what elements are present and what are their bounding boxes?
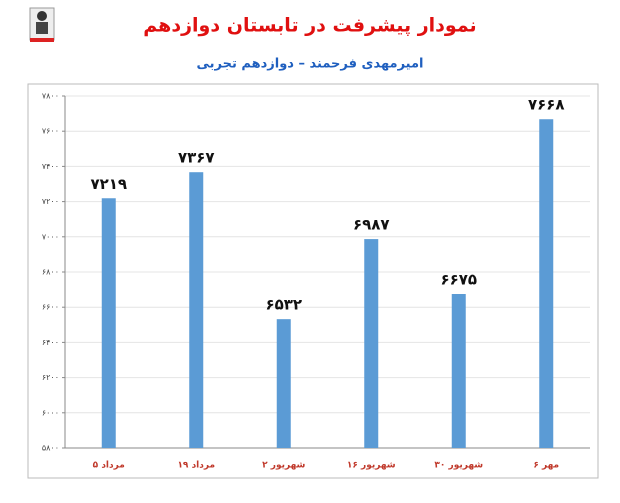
x-tick-label: ۲ شهریور <box>262 461 305 471</box>
y-tick-label: ۶۶۰۰ <box>42 303 59 312</box>
y-tick-label: ۶۴۰۰ <box>42 338 59 347</box>
y-tick-label: ۶۸۰۰ <box>42 268 59 277</box>
y-tick-label: ۷۸۰۰ <box>42 92 59 101</box>
x-tick-label: ۱۶ شهریور <box>347 461 396 471</box>
data-label: ۶۵۳۲ <box>265 296 302 314</box>
bar <box>364 239 379 448</box>
y-tick-label: ۷۰۰۰ <box>42 232 59 241</box>
logo <box>29 7 55 42</box>
x-tick-label: ۶ مهر <box>533 461 559 471</box>
bar <box>539 119 554 449</box>
x-tick-label: ۵ مرداد <box>93 461 125 471</box>
y-tick-label: ۷۴۰۰ <box>42 162 59 171</box>
data-label: ۷۶۶۸ <box>528 96 565 114</box>
data-label: ۶۹۸۷ <box>353 216 390 234</box>
y-tick-label: ۷۶۰۰ <box>42 127 59 136</box>
chart-frame <box>27 83 599 479</box>
chart-subtitle: امیرمهدی فرحمند – دوازدهم تجربی <box>197 57 424 72</box>
y-tick-label: ۵۸۰۰ <box>42 444 59 453</box>
bar <box>276 319 291 448</box>
bar <box>451 294 466 448</box>
y-tick-label: ۶۲۰۰ <box>42 373 59 382</box>
data-label: ۶۶۷۵ <box>440 271 477 289</box>
y-tick-label: ۶۰۰۰ <box>42 408 59 417</box>
x-tick-label: ۱۹ مرداد <box>177 461 215 471</box>
y-tick-label: ۷۲۰۰ <box>42 197 59 206</box>
data-label: ۷۲۱۹ <box>90 175 127 193</box>
x-tick-label: ۳۰ شهریور <box>434 461 483 471</box>
bar <box>101 198 116 448</box>
chart-title: نمودار پیشرفت در تابستان دوازدهم <box>143 15 476 37</box>
bar <box>189 172 204 448</box>
data-label: ۷۳۶۷ <box>178 149 215 167</box>
